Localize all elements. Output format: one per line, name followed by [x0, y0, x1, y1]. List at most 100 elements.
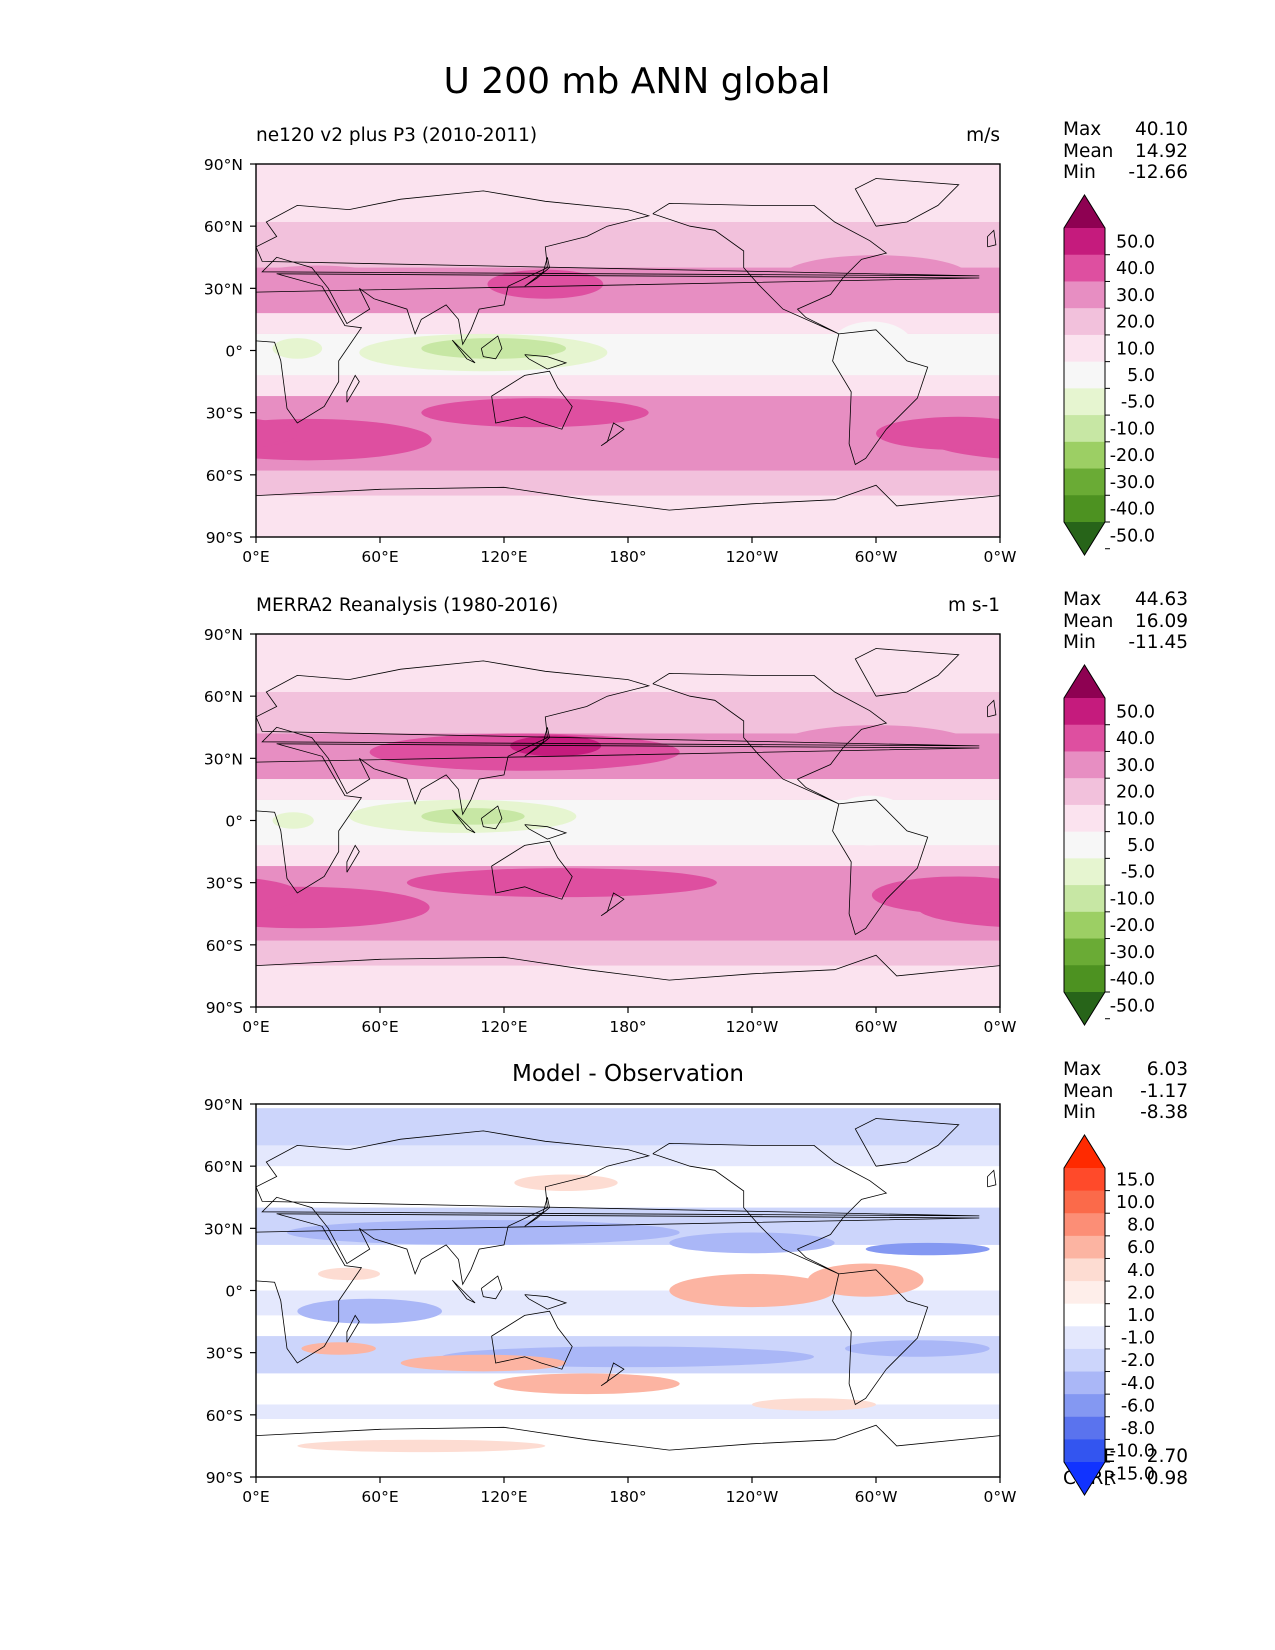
colorbar-segment [1064, 1190, 1105, 1214]
colorbar-segment [1064, 468, 1105, 496]
colorbar-segment [1064, 361, 1105, 389]
coastline [987, 699, 997, 718]
coastline [256, 743, 980, 894]
contour-region [256, 419, 298, 448]
colorbar-segment [1064, 495, 1105, 523]
colorbar-extend-min [1064, 522, 1105, 555]
colorbar-label: 5.0 [1127, 836, 1155, 856]
x-tick-label: 0°E [242, 1018, 269, 1036]
contour-band [256, 845, 1000, 867]
stat-value: -1.17 [1140, 1081, 1188, 1102]
contour-band [256, 1108, 1000, 1146]
contour-region [1017, 338, 1067, 359]
contour-band [256, 375, 1000, 397]
contour-region [318, 1267, 380, 1281]
colorbar-segment [1064, 938, 1105, 966]
colorbar-label: -15.0 [1110, 1464, 1155, 1484]
coastline [480, 805, 503, 830]
coastline [524, 257, 550, 287]
contour-region [297, 1439, 546, 1453]
coastline [480, 335, 503, 360]
colorbar: 15.0 10.0 8.06.0 4.02.0 1.0 -1.0-2.0 -4.0-6.0 -… [1063, 1134, 1155, 1496]
coastline [256, 1213, 980, 1364]
contour-region [669, 1273, 835, 1308]
y-tick-label: 30°N [204, 280, 243, 298]
colorbar-label: -40.0 [1110, 500, 1155, 520]
contour-band [256, 313, 1000, 334]
colorbar: 50.0 40.0 30.0 20.0 10.0 5.0 -5.0 -10.0 -20.0 -30… [1063, 664, 1155, 1026]
colorbar-label: 50.0 [1116, 232, 1155, 252]
contour-region [752, 1398, 876, 1411]
x-tick-label: 60°E [361, 1488, 398, 1506]
colorbar-segment [1064, 1439, 1105, 1463]
contour-region [0, 1274, 91, 1307]
colorbar-segment [1064, 698, 1105, 726]
coastline [451, 339, 476, 364]
stat-value: 16.09 [1135, 611, 1188, 632]
y-tick-label: 30°S [206, 1345, 243, 1363]
colorbar-label: 2.0 [1127, 1283, 1155, 1303]
coastline [256, 273, 980, 424]
figure-title: U 200 mb ANN global [443, 61, 830, 102]
contour-region [1258, 1174, 1275, 1191]
contour-band [256, 965, 1000, 1007]
x-tick-label: 60°E [361, 548, 398, 566]
coastline [600, 892, 625, 917]
x-tick-label: 60°W [855, 548, 898, 566]
colorbar-label: 5.0 [1127, 366, 1155, 386]
y-tick-label: 90°S [206, 999, 243, 1017]
contour-region [8, 1398, 132, 1410]
contour-region [421, 398, 649, 428]
coastline [491, 370, 573, 430]
coastline [987, 1169, 997, 1188]
colorbar-label: -2.0 [1121, 1351, 1155, 1371]
colorbar-segment [1064, 1394, 1105, 1418]
contour-field [0, 1104, 1275, 1477]
colorbar-label: 1.0 [1127, 1306, 1155, 1326]
colorbar-segment [1064, 911, 1105, 940]
y-tick-label: 30°N [204, 750, 243, 768]
colorbar-label: 4.0 [1127, 1261, 1155, 1281]
y-tick-label: 0° [225, 343, 243, 361]
colorbar-segment [1064, 441, 1105, 470]
colorbar-label: -50.0 [1110, 526, 1155, 546]
colorbar-label: -8.0 [1121, 1419, 1155, 1439]
contour-band [256, 1404, 1000, 1419]
colorbar-segment [1064, 1281, 1105, 1305]
coastline [652, 672, 888, 805]
colorbar-label: -5.0 [1121, 393, 1155, 413]
colorbar-label: -6.0 [1121, 1396, 1155, 1416]
contour-region [421, 808, 525, 825]
coastline [256, 484, 1000, 537]
coastline [491, 840, 573, 900]
contour-region [828, 795, 912, 846]
colorbar-segment [1064, 1348, 1105, 1373]
coastline [346, 374, 360, 403]
stat-label: Mean [1063, 1081, 1113, 1102]
contour-region [1165, 398, 1275, 427]
stat-label: Mean [1063, 141, 1113, 162]
contour-region [1151, 868, 1275, 897]
y-tick-label: 60°N [204, 688, 243, 706]
colorbar-label: 10.0 [1116, 809, 1155, 829]
stat-label: Max [1063, 1059, 1101, 1080]
colorbar-segment [1064, 308, 1105, 336]
y-tick-label: 0° [225, 813, 243, 831]
colorbar-label: 10.0 [1116, 1193, 1155, 1213]
contour-region [272, 812, 314, 829]
contour-region [406, 868, 717, 898]
colorbar-segment [1064, 1235, 1105, 1260]
contour-region [1041, 1299, 1186, 1324]
contour-region [1254, 736, 1275, 757]
y-tick-label: 90°S [206, 529, 243, 547]
colorbar-label: -4.0 [1121, 1374, 1155, 1394]
colorbar-segment [1064, 1258, 1105, 1282]
coastline [524, 1294, 568, 1310]
colorbar-label: 30.0 [1116, 756, 1155, 776]
colorbar-label: -50.0 [1110, 996, 1155, 1016]
colorbar-label: 10.0 [1116, 339, 1155, 359]
y-tick-label: 90°S [206, 1469, 243, 1487]
map-plot: 0°E 60°E 120°E 180° 120°W 60°W 0°W 90°N 60°N 30°N… [0, 1096, 1275, 1506]
map-plot: 0°E 60°E 120°E 180° 120°W 60°W 0°W 90°N 60°N 30°N… [204, 156, 1275, 566]
contour-field [256, 634, 1275, 1007]
